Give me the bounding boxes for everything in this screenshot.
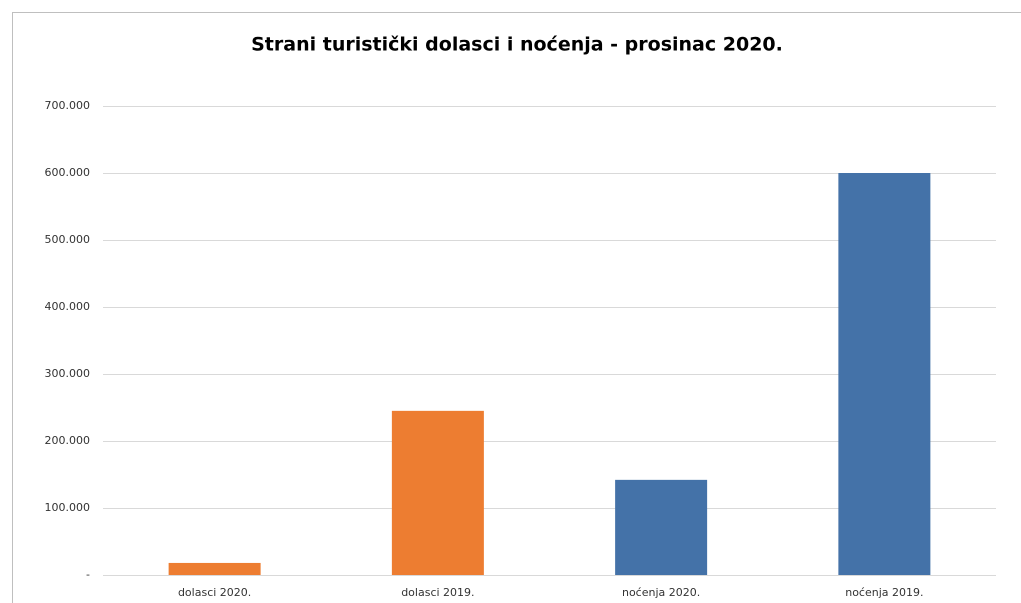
x-tick-label: noćenja 2019. [845,586,923,599]
bar [615,479,708,575]
chart-title: Strani turistički dolasci i noćenja - pr… [251,34,783,56]
y-tick-label: 200.000 [45,434,91,447]
x-tick-label: noćenja 2020. [622,586,700,599]
y-tick-label: 100.000 [45,501,91,514]
y-tick-label: 700.000 [45,99,91,112]
y-tick-label: 300.000 [45,367,91,380]
y-tick-label: - [86,568,90,581]
bar [391,410,484,575]
x-tick-label: dolasci 2020. [178,586,251,599]
bar [838,173,931,575]
chart-frame [12,12,1021,603]
y-tick-label: 500.000 [45,233,91,246]
y-tick-label: 600.000 [45,166,91,179]
bar [168,562,261,575]
y-tick-label: 400.000 [45,300,91,313]
x-tick-label: dolasci 2019. [401,586,474,599]
